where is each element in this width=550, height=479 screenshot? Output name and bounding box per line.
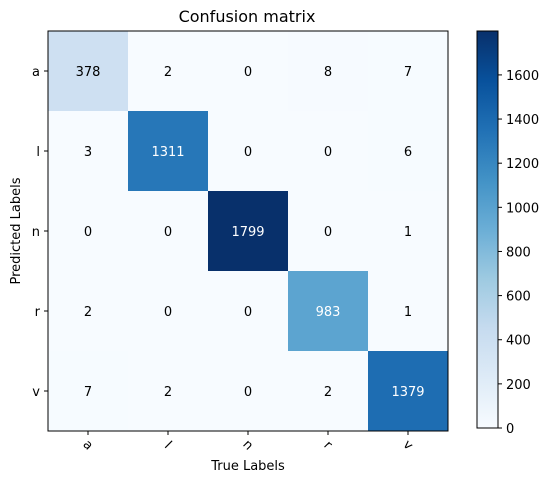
heatmap-cell [48,351,128,431]
cell-value-label: 0 [244,145,252,160]
heatmap-cell [368,111,448,191]
cell-value-label: 2 [324,385,332,400]
cell-value-label: 1799 [231,225,264,240]
cell-value-label: 0 [324,145,332,160]
colorbar-tick-label: 600 [506,290,531,305]
heatmap-cell [48,31,128,111]
heatmap-cell [128,271,208,351]
y-tick-label: n [32,225,40,240]
y-tick-label: v [32,385,40,400]
heatmap-cell [288,31,368,111]
heatmap-cell [208,31,288,111]
x-tick-label: a [80,437,96,453]
cell-value-label: 0 [164,225,172,240]
cell-value-label: 1379 [391,385,424,400]
colorbar-tick-label: 0 [506,422,514,437]
heatmap-cell [208,271,288,351]
heatmap-cell [288,351,368,431]
colorbar-tick-label: 1400 [506,113,539,128]
cell-value-label: 0 [244,305,252,320]
cell-value-label: 2 [164,65,172,80]
cell-value-label: 3 [84,145,92,160]
heatmap-cell [368,31,448,111]
cell-value-label: 2 [84,305,92,320]
heatmap-cell [208,111,288,191]
heatmap-cell [48,191,128,271]
heatmap-cell [128,351,208,431]
heatmap-cell [368,191,448,271]
heatmap-cells: 378 2 0 8 7 3 1311 0 0 6 0 0 1799 0 1 2 0 0 983 1 7 2 0 2 1379 [48,31,448,431]
y-tick-label: a [32,65,40,80]
heatmap-cell [368,271,448,351]
cell-value-label: 7 [404,65,412,80]
y-tick-label: l [36,145,40,160]
colorbar-tick-label: 200 [506,378,531,393]
y-tick-label: r [35,305,41,320]
cell-value-label: 0 [244,65,252,80]
heatmap-cell [208,351,288,431]
heatmap-cell [48,111,128,191]
cell-value-label: 6 [404,145,412,160]
colorbar-tick-label: 1200 [506,157,539,172]
heatmap-cell [368,351,448,431]
heatmap-cell [48,271,128,351]
colorbar-tick-label: 1000 [506,201,539,216]
cell-value-label: 1 [404,305,412,320]
cell-value-label: 1 [404,225,412,240]
chart-title: Confusion matrix [179,7,316,26]
cell-value-label: 8 [324,65,332,80]
colorbar-tick-label: 800 [506,245,531,260]
x-tick-label: v [400,437,416,453]
cell-value-label: 983 [316,305,341,320]
x-tick-label: n [239,437,255,453]
y-axis-label: Predicted Labels [9,177,24,284]
y-axis-ticks: a l n r v [32,65,48,400]
cell-value-label: 1311 [151,145,184,160]
heatmap-cell [128,31,208,111]
x-tick-label: r [320,438,335,453]
x-tick-label: l [161,439,174,452]
heatmap-cell [128,191,208,271]
cell-value-label: 378 [76,65,101,80]
heatmap-cell [288,191,368,271]
heatmap-cell [288,271,368,351]
colorbar-ticks: 0 200 400 600 800 1000 1200 1400 1600 [498,69,539,437]
colorbar [476,30,499,429]
cell-value-label: 0 [244,385,252,400]
cell-value-label: 0 [324,225,332,240]
cell-value-label: 7 [84,385,92,400]
colorbar-tick-label: 1600 [506,69,539,84]
colorbar-tick-label: 400 [506,334,531,349]
cell-value-label: 0 [84,225,92,240]
cell-value-label: 2 [164,385,172,400]
heatmap-cell [128,111,208,191]
cell-value-label: 0 [164,305,172,320]
x-axis-label: True Labels [210,459,285,474]
heatmap-cell [208,191,288,271]
heatmap-cell [288,111,368,191]
